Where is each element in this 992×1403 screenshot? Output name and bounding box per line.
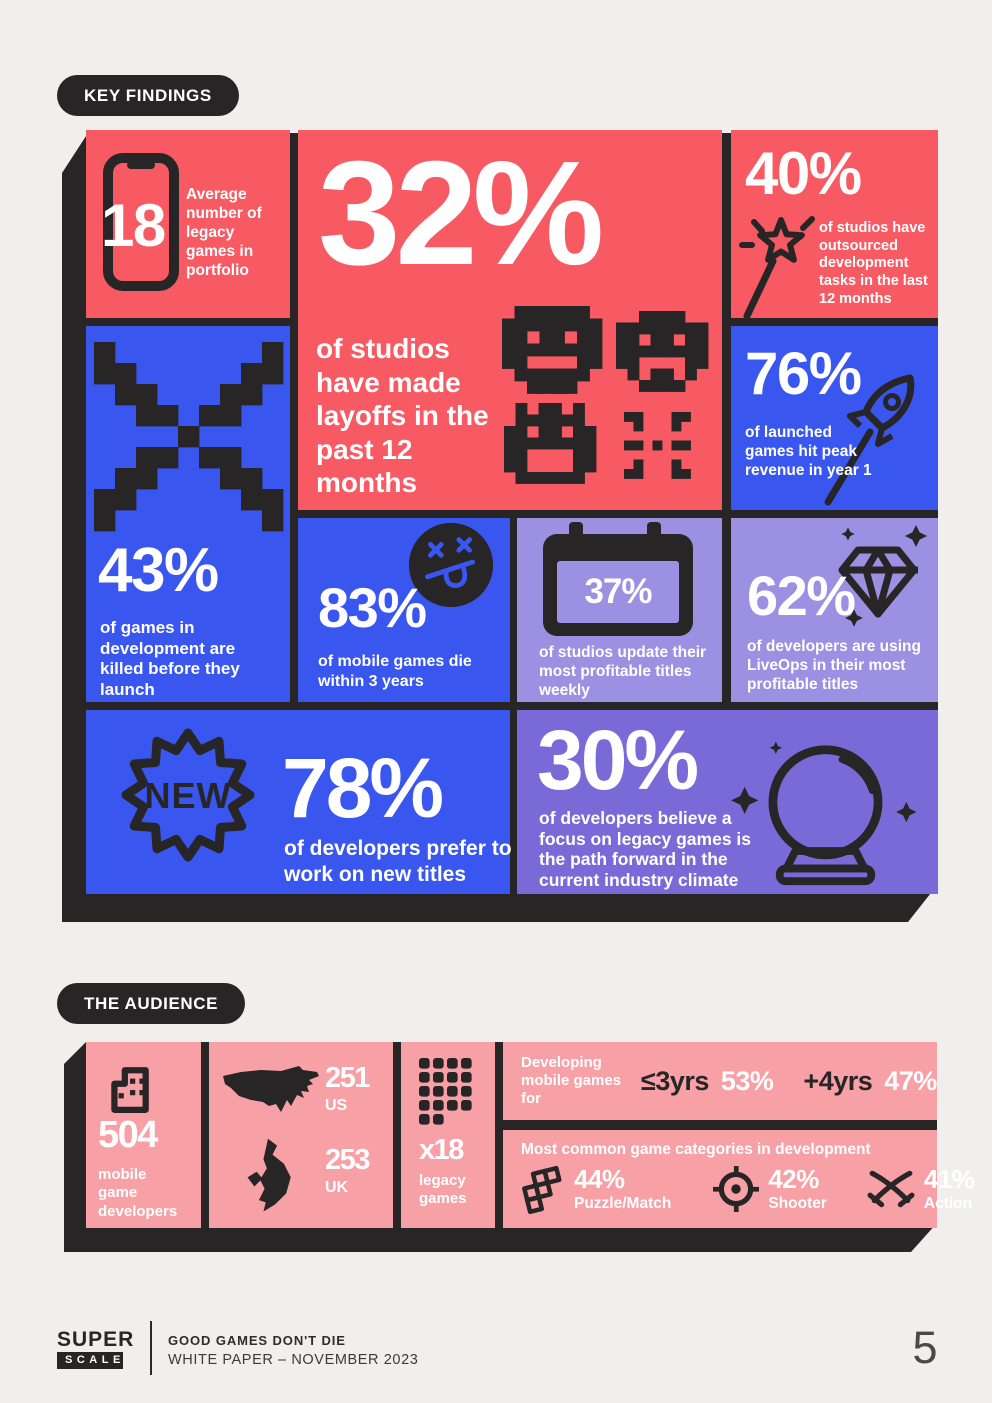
stat-value: 30% [537,713,699,807]
dead-face-icon [408,522,494,608]
stat-value: 76% [745,340,862,407]
tile-legacy-path: 30% of developers believe a focus on leg… [517,710,938,894]
pixel-faces-icon [502,306,714,496]
stat-value: 37% [584,572,652,611]
categories-heading: Most common game categories in developme… [521,1141,871,1158]
pixel-grid-icon [419,1058,472,1125]
stat-value: 83% [318,576,427,639]
stat-text: of games in development are killed befor… [100,618,240,700]
experience-label: Developing mobile games for [521,1053,622,1108]
swords-icon [867,1170,915,1208]
category-value: 41% [923,1164,975,1194]
stat-text: of launched games hit peak revenue in ye… [745,424,872,479]
stat-text: of developers prefer to work on new titl… [284,837,512,886]
categories-row: 44% Puzzle/Match 42% Shooter [521,1165,975,1215]
stat-text: of studios have outsourced development t… [819,220,928,307]
tile-outsourcing: 40% of studios have outsourced developme… [731,130,938,320]
stat-value: 62% [747,564,856,627]
category-label: Puzzle/Match [574,1195,672,1212]
page-number: 5 [912,1322,938,1373]
uk-map-icon [247,1138,291,1212]
stat-text: of studios update their most profitable … [539,644,707,699]
country-label: US [325,1097,348,1114]
stat-value: 18 [101,192,166,259]
tile-peak-revenue: 76% of launched games hit peak revenue i… [731,326,938,510]
stat-value: 43% [98,536,219,605]
key-findings-badge: KEY FINDINGS [57,75,239,116]
brand-name-top: SUPER [57,1328,135,1351]
tile-liveops: 62% of developers are using LiveOps in t… [731,518,938,702]
stat-text: Average number of legacy games in portfo… [186,186,262,279]
tile-categories: Most common game categories in developme… [503,1130,975,1228]
new-badge-label: NEW [145,775,232,816]
tile-new-titles: NEW 78% of developers prefer to work on … [86,710,512,894]
stat-text: of developers are using LiveOps in their… [747,638,921,693]
stat-value: x18 [419,1134,464,1166]
stat-text: mobile game developers [98,1166,178,1220]
pixel-poof [624,412,691,479]
category-item: 44% Puzzle/Match [574,1166,671,1212]
tile-experience: Developing mobile games for ≤3yrs 53% +4… [503,1042,937,1120]
experience-value: 47% [884,1065,937,1096]
pixel-x-icon [94,342,284,532]
tile-weekly-updates: 37% of studios update their most profita… [517,518,722,702]
magic-wand-icon [739,216,815,320]
pixel-face-calm [502,306,603,394]
brand-logo: SUPER SCALE [57,1329,134,1369]
new-burst-icon: NEW [121,728,255,862]
tile-killed-games: 43% of games in development are killed b… [86,326,290,702]
stat-value: 32% [318,131,604,296]
stat-text: of studios have made layoffs in the past… [316,333,489,499]
rocket-icon [824,374,915,506]
experience-value: 53% [720,1065,774,1096]
stat-value: 78% [282,741,444,835]
pixel-face-sad [616,311,709,392]
stat-value: 40% [745,140,862,207]
tile-layoffs: 32% of studios have made layoffs in the … [298,130,722,510]
audience-badge: THE AUDIENCE [57,983,246,1024]
tile-legacy-portfolio: 18 Average number of legacy games in por… [86,130,290,318]
stat-text: legacy games [419,1172,467,1208]
country-count: 251 [325,1062,370,1094]
category-label: Shooter [768,1195,827,1212]
tile-countries: 251 US 253 UK [209,1042,393,1228]
stat-value: 504 [98,1114,158,1156]
country-label: UK [325,1179,349,1196]
puzzle-icon [522,1165,562,1215]
experience-range: +4yrs [803,1065,873,1096]
category-label: Action [923,1195,973,1212]
tile-developers: 504 mobile game developers [86,1042,201,1228]
document-title: GOOD GAMES DON'T DIE [168,1333,346,1348]
stat-text: of mobile games die within 3 years [318,653,472,690]
diamond-icon [838,525,927,627]
category-item: 42% Shooter [768,1166,827,1212]
footer-divider [150,1321,152,1375]
calendar-icon: 37% [543,522,693,636]
pixel-face-scream [504,403,597,484]
stat-text: of developers believe a focus on legacy … [539,808,752,890]
experience-range: ≤3yrs [641,1065,709,1096]
country-count: 253 [325,1144,370,1176]
category-value: 44% [574,1164,625,1194]
document-subtitle: WHITE PAPER – NOVEMBER 2023 [168,1352,419,1368]
target-icon [713,1166,760,1213]
us-map-icon [223,1066,319,1112]
tile-legacy-games: x18 legacy games [401,1042,495,1228]
category-item: 41% Action [924,1166,975,1212]
smartphone-icon [103,153,179,291]
calendar-screen: 37% [557,561,679,623]
brand-name-bottom: SCALE [57,1352,123,1369]
building-icon [111,1067,149,1113]
tile-mobile-games-die: 83% of mobile games die within 3 years [298,518,510,702]
crystal-ball-icon [731,741,917,886]
calendar-body: 37% [543,534,693,636]
category-value: 42% [768,1164,819,1194]
